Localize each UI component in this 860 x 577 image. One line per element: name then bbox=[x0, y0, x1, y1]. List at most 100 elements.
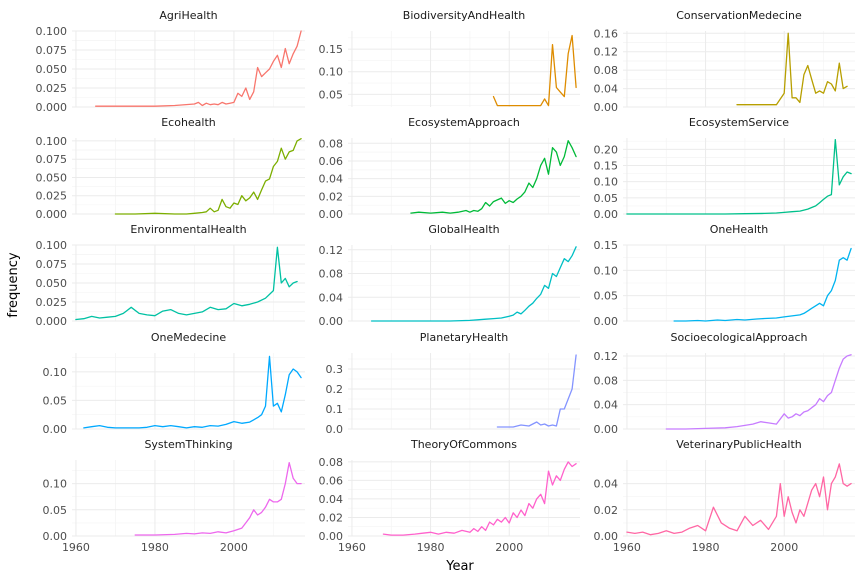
series-line-agrihealth bbox=[95, 30, 302, 107]
series-line-ecosystemservice bbox=[626, 138, 852, 215]
y-tick-label: 0.04 bbox=[319, 493, 344, 506]
y-tick-label: 0.10 bbox=[594, 176, 619, 189]
y-tick-label: 0.100 bbox=[36, 25, 68, 38]
facet-panel-ecohealth: Ecohealth 0.000 0.025 0.050 0.075 0.100 bbox=[36, 116, 305, 221]
y-tick-label: 0.10 bbox=[43, 366, 68, 379]
y-tick-label: 0.100 bbox=[36, 239, 68, 252]
facet-title: OneHealth bbox=[710, 223, 769, 236]
x-tick-label: 1980 bbox=[417, 541, 445, 554]
y-tick-label: 0.02 bbox=[319, 190, 344, 203]
y-tick-label: 0.10 bbox=[319, 66, 344, 79]
y-tick-label: 0.2 bbox=[326, 383, 344, 396]
y-tick-label: 0.16 bbox=[594, 27, 619, 40]
x-axis-title: Year bbox=[445, 559, 474, 574]
y-tick-label: 0.15 bbox=[594, 239, 619, 252]
series-line-biodiversityandhealth bbox=[492, 34, 577, 107]
y-tick-label: 0.000 bbox=[36, 101, 68, 114]
y-tick-label: 0.04 bbox=[594, 399, 619, 412]
facet-panel-agrihealth: AgriHealth 0.000 0.025 0.050 0.075 0.100 bbox=[36, 9, 305, 114]
y-tick-label: 0.04 bbox=[319, 291, 344, 304]
facet-title: EcosystemService bbox=[689, 116, 789, 129]
facet-panel-veterinarypublichealth: VeterinaryPublicHealth 0.00 0.02 0.04 1960 19… bbox=[594, 438, 855, 554]
y-tick-label: 0.025 bbox=[36, 296, 68, 309]
facet-panel-onehealth: OneHealth 0.00 0.05 0.10 0.15 bbox=[594, 223, 855, 328]
y-tick-label: 0.20 bbox=[594, 143, 619, 156]
facet-title: TheoryOfCommons bbox=[410, 438, 517, 451]
y-tick-label: 0.100 bbox=[36, 135, 68, 148]
facet-title: OneMedecine bbox=[151, 331, 226, 344]
y-tick-label: 0.12 bbox=[594, 350, 619, 363]
y-tick-label: 0.00 bbox=[594, 530, 619, 543]
facet-panel-globalhealth: GlobalHealth 0.00 0.04 0.08 0.12 bbox=[319, 223, 580, 328]
facet-title: AgriHealth bbox=[159, 9, 217, 22]
facet-title: EnvironmentalHealth bbox=[130, 223, 246, 236]
y-tick-label: 0.3 bbox=[326, 363, 344, 376]
y-tick-label: 0.12 bbox=[594, 46, 619, 59]
y-tick-label: 0.15 bbox=[594, 159, 619, 172]
y-tick-label: 0.000 bbox=[36, 315, 68, 328]
facet-panel-environmentalhealth: EnvironmentalHealth 0.000 0.025 0.050 0.075 0… bbox=[36, 223, 305, 328]
y-tick-label: 0.075 bbox=[36, 258, 68, 271]
facet-title: PlanetaryHealth bbox=[420, 331, 508, 344]
x-tick-label: 2000 bbox=[495, 541, 523, 554]
facet-panel-systemthinking: SystemThinking 0.00 0.05 0.10 1960 1980 2000 bbox=[43, 438, 305, 554]
x-tick-label: 1980 bbox=[141, 541, 169, 554]
y-tick-label: 0.04 bbox=[594, 83, 619, 96]
series-line-veterinarypublichealth bbox=[626, 463, 852, 536]
y-tick-label: 0.05 bbox=[43, 504, 68, 517]
y-tick-label: 0.025 bbox=[36, 190, 68, 203]
y-tick-label: 0.08 bbox=[319, 456, 344, 469]
y-tick-label: 0.08 bbox=[319, 137, 344, 150]
facet-panel-biodiversityandhealth: BiodiversityAndHealth 0.05 0.10 0.15 bbox=[319, 9, 580, 107]
y-tick-label: 0.00 bbox=[594, 315, 619, 328]
y-tick-label: 0.04 bbox=[594, 478, 619, 491]
y-tick-label: 0.000 bbox=[36, 208, 68, 221]
y-tick-label: 0.10 bbox=[594, 264, 619, 277]
y-tick-label: 0.06 bbox=[319, 474, 344, 487]
series-line-onemedecine bbox=[83, 355, 302, 429]
y-tick-label: 0.00 bbox=[594, 208, 619, 221]
y-axis-title: frequency bbox=[6, 252, 21, 318]
y-tick-label: 0.00 bbox=[594, 101, 619, 114]
facet-title: VeterinaryPublicHealth bbox=[676, 438, 802, 451]
y-tick-label: 0.050 bbox=[36, 277, 68, 290]
y-tick-label: 0.0 bbox=[326, 423, 344, 436]
y-tick-label: 0.050 bbox=[36, 171, 68, 184]
facet-title: ConservationMedecine bbox=[676, 9, 802, 22]
facet-panels: AgriHealth 0.000 0.025 0.050 0.075 0.100 Biodi… bbox=[36, 9, 855, 554]
y-tick-label: 0.05 bbox=[594, 192, 619, 205]
y-tick-label: 0.05 bbox=[319, 88, 344, 101]
series-line-conservationmedecine bbox=[736, 32, 848, 106]
y-tick-label: 0.04 bbox=[319, 173, 344, 186]
y-tick-label: 0.025 bbox=[36, 82, 68, 95]
facet-title: SocioecologicalApproach bbox=[670, 331, 807, 344]
x-tick-label: 1960 bbox=[62, 541, 90, 554]
facet-title: GlobalHealth bbox=[428, 223, 499, 236]
facet-title: SystemThinking bbox=[144, 438, 232, 451]
facet-panel-ecosystemservice: EcosystemService 0.00 0.05 0.10 0.15 0.20 bbox=[594, 116, 855, 221]
facet-panel-ecosystemapproach: EcosystemApproach 0.00 0.02 0.04 0.06 0.08 bbox=[319, 116, 580, 221]
series-line-socioecologicalapproach bbox=[665, 354, 852, 430]
facet-panel-conservationmedecine: ConservationMedecine 0.00 0.04 0.08 0.12 0.16 bbox=[594, 9, 855, 114]
x-tick-label: 1980 bbox=[692, 541, 720, 554]
y-tick-label: 0.02 bbox=[319, 511, 344, 524]
y-tick-label: 0.050 bbox=[36, 63, 68, 76]
y-tick-label: 0.08 bbox=[594, 374, 619, 387]
y-tick-label: 0.075 bbox=[36, 44, 68, 57]
y-tick-label: 0.15 bbox=[319, 43, 344, 56]
series-line-ecohealth bbox=[114, 138, 302, 215]
x-tick-label: 2000 bbox=[220, 541, 248, 554]
facet-title: Ecohealth bbox=[161, 116, 216, 129]
series-line-onehealth bbox=[673, 247, 852, 322]
series-line-systemthinking bbox=[134, 461, 302, 536]
facet-panel-onemedecine: OneMedecine 0.00 0.05 0.10 bbox=[43, 331, 305, 436]
y-tick-label: 0.02 bbox=[594, 504, 619, 517]
facet-panel-planetaryhealth: PlanetaryHealth 0.0 0.1 0.2 0.3 bbox=[326, 331, 580, 436]
x-tick-label: 1960 bbox=[613, 541, 641, 554]
facet-title: BiodiversityAndHealth bbox=[403, 9, 525, 22]
y-tick-label: 0.00 bbox=[43, 530, 68, 543]
series-line-globalhealth bbox=[370, 246, 577, 322]
y-tick-label: 0.12 bbox=[319, 244, 344, 257]
y-tick-label: 0.00 bbox=[319, 315, 344, 328]
